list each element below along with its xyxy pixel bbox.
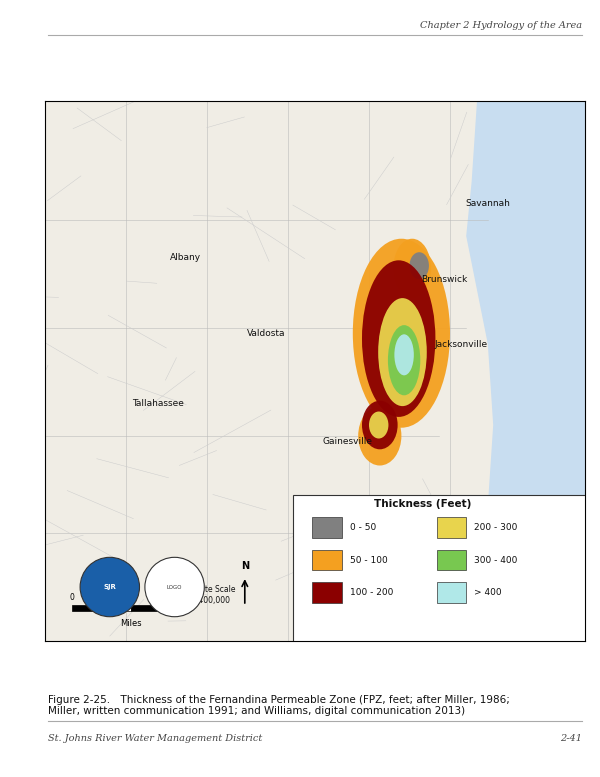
Ellipse shape [394,239,431,298]
FancyBboxPatch shape [102,605,131,611]
Ellipse shape [353,239,450,427]
FancyBboxPatch shape [437,517,466,538]
Text: 25: 25 [97,593,107,601]
Ellipse shape [394,334,414,375]
Text: 200 - 300: 200 - 300 [475,523,518,532]
Ellipse shape [358,406,401,465]
FancyBboxPatch shape [131,605,161,611]
Text: Jacksonville: Jacksonville [434,340,487,349]
Text: LOGO: LOGO [167,584,182,590]
Text: Thickness (Feet): Thickness (Feet) [374,499,472,509]
Text: Albany: Albany [170,253,201,262]
Polygon shape [466,101,585,641]
Polygon shape [45,101,585,641]
Text: 100 - 200: 100 - 200 [350,588,394,597]
Text: Miles: Miles [121,619,142,629]
Text: 75: 75 [156,593,166,601]
Text: Valdosta: Valdosta [247,329,286,338]
Text: Chapter 2 Hydrology of the Area: Chapter 2 Hydrology of the Area [420,20,582,30]
Text: St. Johns River Water Management District: St. Johns River Water Management Distric… [48,734,262,744]
Ellipse shape [378,298,427,406]
Circle shape [145,557,204,617]
Text: > 400: > 400 [475,588,502,597]
FancyBboxPatch shape [72,605,102,611]
Text: SJR: SJR [103,584,116,590]
Text: Absolute Scale
1:2,400,000: Absolute Scale 1:2,400,000 [179,585,235,605]
Text: 50 - 100: 50 - 100 [350,556,388,565]
Text: N: N [241,561,249,571]
Circle shape [80,557,139,617]
Ellipse shape [362,401,398,449]
Text: Tallahassee: Tallahassee [133,399,184,408]
Text: Miller, written communication 1991; and Williams, digital communication 2013): Miller, written communication 1991; and … [48,706,465,716]
Text: Ocala: Ocala [351,517,376,527]
Text: 2-41: 2-41 [560,734,582,744]
Text: 50: 50 [127,593,136,601]
Text: 100: 100 [184,593,198,601]
Text: Figure 2-25. Thickness of the Fernandina Permeable Zone (FPZ, feet; after Miller: Figure 2-25. Thickness of the Fernandina… [48,695,510,705]
FancyBboxPatch shape [437,582,466,603]
Text: 0 - 50: 0 - 50 [350,523,376,532]
FancyBboxPatch shape [313,550,342,570]
Text: Gainesville: Gainesville [322,437,373,446]
Text: Brunswick: Brunswick [421,275,468,284]
FancyBboxPatch shape [437,550,466,570]
Ellipse shape [369,412,388,438]
Ellipse shape [388,325,420,395]
FancyBboxPatch shape [313,582,342,603]
Text: 0: 0 [70,593,74,601]
FancyBboxPatch shape [293,495,585,641]
Text: 300 - 400: 300 - 400 [475,556,518,565]
Ellipse shape [362,260,436,417]
FancyBboxPatch shape [313,517,342,538]
FancyBboxPatch shape [161,605,191,611]
Ellipse shape [409,253,429,279]
Text: Savannah: Savannah [466,199,510,208]
